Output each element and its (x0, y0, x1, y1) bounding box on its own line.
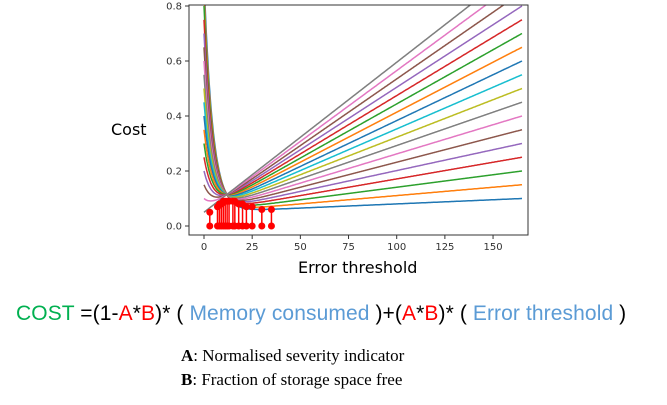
x-tick-label: 100 (387, 242, 406, 253)
cost-chart: 0 25 50 75 100 125 150 0.0 0.2 0.4 0.6 0.8 (166, 2, 529, 253)
formula-part: * (416, 302, 425, 325)
series-line-12 (203, 46, 523, 196)
x-tick-label: 150 (484, 242, 503, 253)
series-line-6 (203, 47, 523, 202)
y-tick-label: 0.4 (166, 112, 182, 123)
stem-marker-base-13 (242, 222, 250, 230)
series-line-3 (203, 5, 523, 207)
formula-memory: Memory consumed (189, 302, 370, 325)
formula-a: A (402, 302, 417, 325)
series-line-13 (203, 32, 523, 196)
y-tick-label: 0.2 (166, 167, 182, 178)
axes-frame (188, 4, 529, 236)
series-line-18 (203, 5, 472, 213)
stem-marker-base-16 (267, 222, 275, 230)
x-tick-label: 50 (294, 242, 307, 253)
x-tick-label: 125 (435, 242, 454, 253)
series-line-7 (203, 60, 523, 200)
series-line-17 (203, 5, 488, 202)
formula-b: B (141, 302, 156, 325)
x-tick-label: 25 (246, 242, 259, 253)
stem-marker-top-15 (258, 206, 266, 213)
y-tick-label: 0.8 (166, 2, 182, 13)
formula-part: )* ( (438, 302, 473, 325)
definition-key: B (181, 370, 193, 389)
stem-marker-top-13 (242, 203, 250, 211)
series-line-2 (203, 5, 523, 208)
series-line-14 (203, 19, 523, 196)
formula-part: )+( (369, 302, 403, 325)
formula-part: )* ( (155, 302, 190, 325)
series-line-16 (203, 5, 505, 198)
stem-marker-base-14 (248, 222, 256, 230)
definition-a: A: Normalised severity indicator (181, 344, 404, 368)
series-line-10 (203, 74, 523, 197)
definition-text: : Fraction of storage space free (192, 370, 403, 389)
series-line-1 (204, 5, 522, 211)
y-axis-label: Cost (111, 120, 147, 139)
stem-marker-top-14 (248, 203, 256, 211)
series-line-5 (203, 33, 523, 203)
definition-key: A (181, 346, 194, 365)
stem-marker-top-16 (267, 206, 275, 213)
formula-error: Error threshold (472, 302, 614, 325)
y-tick-label: 0.6 (166, 57, 182, 68)
stem-marker-base-1 (206, 222, 214, 230)
cost-formula: COST =(1-A*B)* ( Memory consumed )+(A*B)… (16, 302, 626, 326)
y-tick-label: 0.0 (166, 222, 182, 233)
definitions: A: Normalised severity indicator B: Frac… (181, 344, 404, 392)
series-line-8 (203, 74, 523, 199)
x-tick-label: 75 (342, 242, 355, 253)
series-line-4 (203, 19, 523, 205)
stem-marker-top-1 (206, 208, 214, 216)
series-line-9 (203, 87, 523, 198)
stem-marker-base-15 (258, 222, 266, 230)
series-line-11 (203, 60, 523, 196)
formula-a: A (118, 302, 133, 325)
x-tick-label: 0 (201, 242, 207, 253)
formula-part: ) (613, 302, 627, 325)
formula-part: =(1- (74, 302, 119, 325)
x-axis-label: Error threshold (298, 258, 418, 277)
formula-part: * (132, 302, 142, 325)
definition-text: : Normalised severity indicator (193, 346, 405, 365)
formula-cost: COST (16, 302, 75, 325)
formula-b: B (424, 302, 439, 325)
series-line-15 (203, 5, 523, 197)
definition-b: B: Fraction of storage space free (181, 368, 404, 392)
